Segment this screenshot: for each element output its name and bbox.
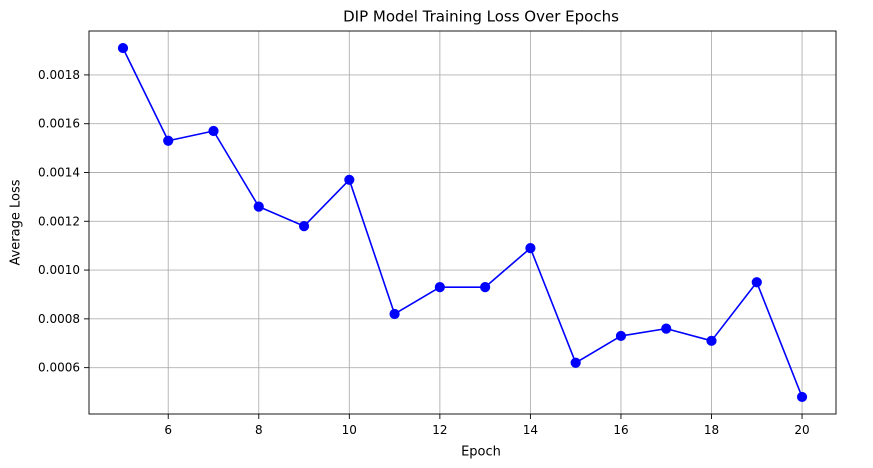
- data-point: [570, 357, 581, 368]
- chart-title: DIP Model Training Loss Over Epochs: [343, 8, 619, 26]
- x-axis-label: Epoch: [461, 445, 501, 460]
- y-tick-label: 0.0014: [38, 165, 80, 179]
- x-tick-label: 14: [523, 423, 538, 437]
- y-tick-label: 0.0008: [38, 312, 80, 326]
- data-point: [661, 323, 672, 334]
- axes-frame: [88, 30, 837, 415]
- data-point: [796, 391, 808, 403]
- x-tick-label: 16: [613, 423, 628, 437]
- y-tick-label: 0.0016: [38, 117, 80, 131]
- data-point: [480, 282, 491, 293]
- data-point: [389, 308, 400, 320]
- x-tick-label: 20: [794, 423, 809, 437]
- data-points: [117, 42, 808, 403]
- x-tick-label: 18: [704, 423, 719, 437]
- data-point: [615, 330, 627, 342]
- data-point: [208, 125, 219, 137]
- data-point: [706, 335, 717, 346]
- y-tick-label: 0.0018: [38, 68, 80, 82]
- data-point: [525, 243, 536, 254]
- data-point: [344, 174, 355, 185]
- y-tick-label: 0.0006: [38, 361, 80, 375]
- data-point: [434, 282, 445, 293]
- plot-frame: [88, 30, 837, 415]
- y-tick-label: 0.0012: [38, 214, 80, 228]
- data-point: [253, 201, 264, 212]
- x-tick-label: 12: [432, 423, 447, 437]
- data-point: [751, 277, 762, 288]
- y-tick-label: 0.0010: [38, 263, 80, 277]
- loss-series-line: [122, 47, 803, 398]
- x-tick-label: 8: [255, 423, 263, 437]
- y-axis-label: Average Loss: [9, 179, 24, 265]
- tick-labels: 6 8 10 12 14 16 18 20 0.0006 0.0008 0.0010 0.0012 0.…: [38, 68, 810, 437]
- data-point: [298, 221, 310, 232]
- data-point: [117, 42, 129, 54]
- tick-marks: [84, 74, 803, 419]
- x-tick-label: 6: [164, 423, 172, 437]
- series-layer: [122, 47, 803, 398]
- x-tick-label: 10: [342, 423, 357, 437]
- data-point: [163, 135, 174, 146]
- grid-lines: [89, 31, 836, 414]
